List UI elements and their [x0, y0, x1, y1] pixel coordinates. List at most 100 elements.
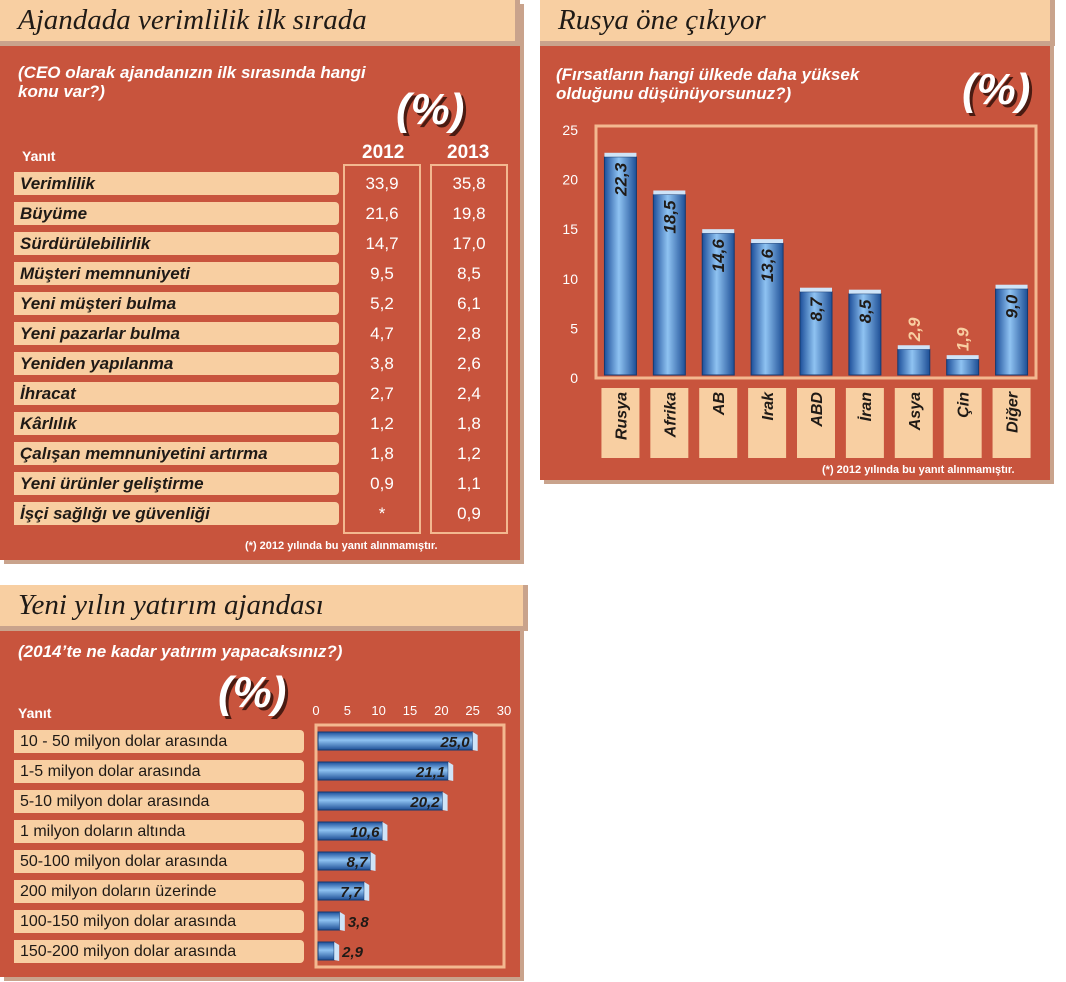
panel-ceo-agenda-footnote: (*) 2012 yılında bu yanıt alınmamıştır.: [245, 540, 438, 552]
table-row-label: İhracat: [14, 382, 339, 405]
x-tick-label: İran: [857, 392, 875, 422]
bar-value-label: 8,7: [807, 296, 826, 321]
x-tick-label: ABD: [809, 392, 826, 428]
bar-cap: [946, 355, 979, 360]
bar-cap: [339, 912, 345, 931]
table-cell-2013: 19,8: [452, 204, 486, 223]
category-box: [943, 388, 982, 458]
panel-opportunity-country-title: Rusya öne çıkıyor: [540, 0, 1055, 46]
bar-cap: [995, 284, 1028, 289]
category-box: [797, 388, 835, 458]
table-cell-2012: 2,7: [370, 384, 394, 403]
table-row-label: Büyüme: [14, 202, 339, 225]
investment-bar-chart: 0 5 10 15 20 25 30 25,0 21,1 20,2 10,6 8,7 7,7 3,8 2,9: [312, 703, 511, 969]
bar-value-label: 14,6: [709, 239, 728, 273]
category-box: [748, 388, 787, 458]
category-box: [992, 388, 1031, 458]
table-cell-2013: 2,8: [457, 324, 481, 343]
y-tick-label: 5: [570, 320, 578, 336]
bar-value-label: 1,9: [954, 327, 973, 351]
bar-value-label: 8,5: [856, 299, 875, 323]
bar-value-label: 25,0: [439, 734, 470, 751]
category-label: 1 milyon doların altında: [14, 820, 304, 843]
table-cell-2012: 4,7: [370, 324, 394, 343]
bar-cap: [702, 229, 735, 234]
y-tick-label: 10: [562, 271, 578, 287]
x-tick-label: 20: [434, 703, 448, 718]
panel-ceo-agenda-question: (CEO olarak ajandanızın ilk sırasında ha…: [18, 63, 366, 101]
bar: [603, 156, 637, 376]
bar-value-label: 2,9: [905, 317, 924, 342]
bar: [317, 911, 341, 931]
x-tick-label: Irak: [760, 391, 777, 421]
bar-cap: [472, 732, 478, 751]
bar-cap: [751, 239, 784, 244]
category-box: [845, 388, 884, 458]
category-label: 1-5 milyon dolar arasında: [14, 760, 304, 783]
bar-value-label: 3,8: [348, 914, 370, 931]
table-cell-2013: 17,0: [452, 234, 486, 253]
bar-value-label: 22,3: [611, 162, 630, 197]
x-tick-label: 25: [465, 703, 479, 718]
table-cell-2013: 2,6: [457, 354, 481, 373]
table-row-label: Yeni müşteri bulma: [14, 292, 339, 315]
table-cell-2013: 1,1: [457, 474, 481, 493]
x-tick-label: Çin: [956, 392, 973, 418]
y-tick-label: 20: [562, 172, 578, 188]
x-tick-label: 30: [497, 703, 511, 718]
x-tick-label: Diğer: [1005, 391, 1022, 433]
panel-ceo-agenda-title: Ajandada verimlilik ilk sırada: [0, 0, 520, 46]
panel-opportunity-country-question: (Fırsatların hangi ülkede daha yüksek ol…: [556, 65, 860, 103]
x-tick-label: AB: [711, 392, 728, 416]
panel-investment-agenda-col-header: Yanıt: [18, 705, 52, 721]
panel-ceo-agenda-col-header: Yanıt: [22, 148, 56, 164]
bar-cap: [370, 852, 376, 871]
category-box: [601, 388, 640, 458]
bar-value-label: 9,0: [1003, 294, 1022, 318]
bar: [750, 242, 784, 376]
category-label: 150-200 milyon dolar arasında: [14, 940, 304, 963]
table-cell-2012: 5,2: [370, 294, 394, 313]
table-cell-2013: 2,4: [457, 384, 481, 403]
x-tick-label: Asya: [907, 392, 924, 431]
panel-investment-agenda-question: (2014’te ne kadar yatırım yapacaksınız?): [18, 642, 343, 661]
category-box: [894, 388, 933, 458]
bar-cap: [334, 942, 340, 961]
column-frame-2012: [343, 164, 421, 534]
bar: [652, 193, 686, 376]
x-tick-label: 0: [312, 703, 319, 718]
year-header-2013: 2013: [447, 142, 490, 163]
table-cell-2012: 3,8: [370, 354, 394, 373]
panel-investment-agenda-title: Yeni yılın yatırım ajandası: [0, 585, 528, 631]
table-cell-2012: 9,5: [370, 264, 394, 283]
bar: [946, 358, 980, 376]
plot-frame: [594, 124, 1038, 380]
table-row-label: Müşteri memnuniyeti: [14, 262, 339, 285]
bar: [799, 291, 833, 376]
bar-cap: [364, 882, 370, 901]
table-cell-2012: *: [378, 504, 386, 523]
bar-value-label: 7,7: [340, 884, 362, 901]
bar: [317, 851, 372, 871]
bar: [317, 941, 335, 961]
y-tick-label: 15: [562, 221, 578, 237]
bar-cap: [848, 289, 881, 294]
category-label: 10 - 50 milyon dolar arasında: [14, 730, 304, 753]
bar-cap: [653, 190, 686, 195]
panel-investment-agenda-unit: (%): [218, 668, 287, 717]
bar: [897, 348, 931, 376]
category-box: [699, 388, 738, 458]
bar-cap: [442, 792, 448, 811]
table-row-label: Çalışan memnuniyetini artırma: [14, 442, 339, 465]
table-row-label: Yeni ürünler geliştirme: [14, 472, 339, 495]
table-row-label: Verimlilik: [14, 172, 339, 195]
bar-value-label: 2,9: [341, 944, 364, 961]
y-tick-label: 0: [570, 370, 578, 386]
table-cell-2013: 1,2: [457, 444, 481, 463]
x-tick-label: 15: [403, 703, 417, 718]
bar: [701, 232, 735, 376]
table-row-label: Yeniden yapılanma: [14, 352, 339, 375]
category-label: 50-100 milyon dolar arasında: [14, 850, 304, 873]
table-cell-2012: 21,6: [365, 204, 399, 223]
table-row-label: İşçi sağlığı ve güvenliği: [14, 502, 339, 525]
